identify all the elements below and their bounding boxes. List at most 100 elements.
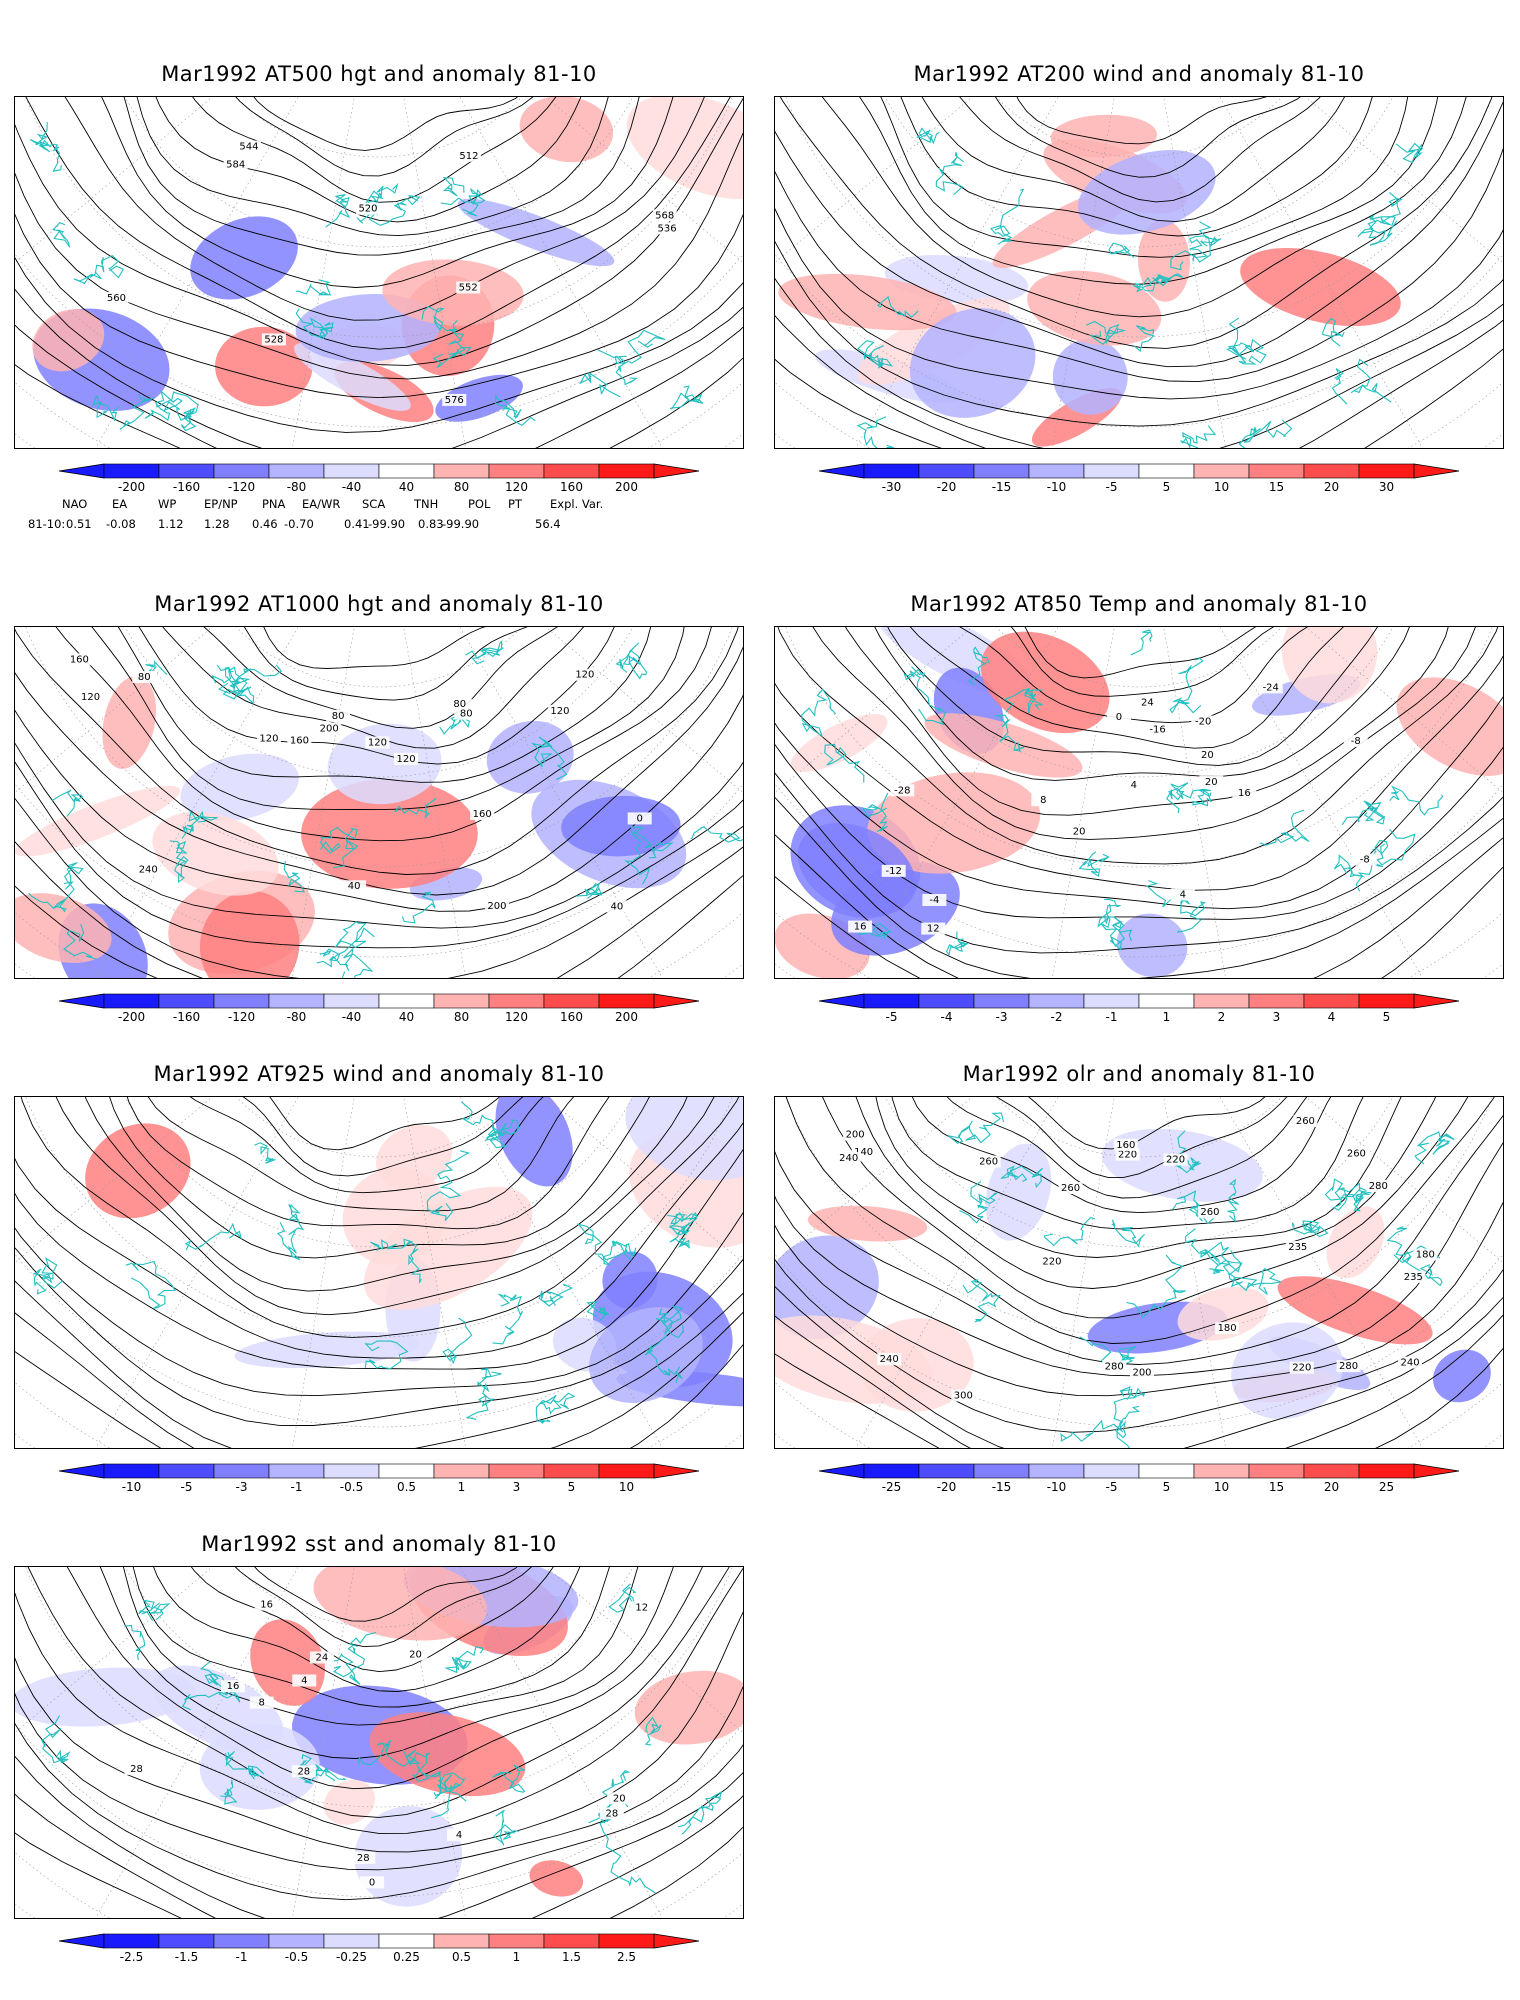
colorbar-segment <box>378 1463 435 1479</box>
contour-label: 220 <box>1042 1257 1061 1268</box>
contour-label: 240 <box>839 1153 858 1164</box>
coastline <box>824 743 865 783</box>
colorbar-segment <box>103 1933 160 1949</box>
coastline <box>484 1119 520 1142</box>
anomaly-area <box>1281 627 1378 704</box>
meridian-line <box>855 1097 1059 1448</box>
contour-label: 16 <box>1238 788 1251 799</box>
anomaly-area <box>529 1860 584 1897</box>
contour-label: 8 <box>259 1698 265 1709</box>
colorbar-segment <box>1138 993 1195 1009</box>
contour-line <box>995 97 1301 178</box>
colorbar-label: -20 <box>936 1480 957 1494</box>
coastline <box>29 121 62 172</box>
anomaly-area <box>1052 338 1128 415</box>
meridian-line <box>855 627 1059 978</box>
coastline <box>181 810 218 839</box>
colorbar-segment <box>598 993 655 1009</box>
colorbar-segment <box>213 993 270 1009</box>
coastline <box>615 642 648 680</box>
coastline <box>1113 1386 1146 1448</box>
coastline <box>465 1367 502 1420</box>
contour-line <box>911 1097 1332 1214</box>
contour-label: 240 <box>1400 1358 1419 1369</box>
colorbar-label: -1 <box>290 1480 303 1494</box>
colorbar-segment <box>543 463 600 479</box>
contour-line <box>900 97 1373 237</box>
contour-line <box>15 646 743 896</box>
contour-line <box>15 694 743 912</box>
latitude-circle <box>884 627 1394 778</box>
colorbar-segment <box>488 463 545 479</box>
contour-label: 40 <box>348 881 361 892</box>
anomaly-area <box>859 1318 974 1412</box>
contour-label: 4 <box>301 1675 307 1686</box>
colorbar-label: 3 <box>512 1480 521 1494</box>
coastline <box>1126 1254 1186 1319</box>
latitude-circle <box>15 253 743 428</box>
contour-line <box>821 97 1467 318</box>
coastline <box>421 306 458 334</box>
contour-label: 20 <box>409 1650 422 1661</box>
meridian-line <box>855 97 1059 448</box>
contour-label: 28 <box>130 1764 143 1775</box>
tele-pt: PT <box>508 497 522 511</box>
contour-line <box>64 97 705 321</box>
coastline <box>225 1750 265 1780</box>
colorbar <box>818 1463 1460 1479</box>
meridian-line <box>403 1567 466 1918</box>
tele-val: 0.46 <box>252 517 278 531</box>
coastline <box>92 395 120 422</box>
anomaly-area <box>457 198 615 267</box>
coastline <box>1170 782 1212 807</box>
contour-line <box>254 1567 518 1622</box>
contour-line <box>1010 627 1275 697</box>
contour-line <box>189 1097 544 1194</box>
colorbar-arrow-left <box>818 1463 865 1479</box>
meridian-line <box>379 627 743 709</box>
latitude-circle <box>775 783 1503 958</box>
contour-label: 120 <box>575 670 594 681</box>
colorbar-label: 200 <box>615 1010 638 1024</box>
contour-label: 120 <box>368 737 387 748</box>
contour-label: 240 <box>880 1354 899 1365</box>
colorbar-segment <box>1193 1463 1250 1479</box>
coastline <box>431 1772 467 1819</box>
colorbar-label: 15 <box>1268 480 1285 494</box>
coastline <box>1000 1165 1044 1189</box>
colorbar-label: -2 <box>1050 1010 1063 1024</box>
coastline <box>119 394 155 430</box>
meridian-line <box>95 627 299 978</box>
colorbar-arrow-left <box>818 993 865 1009</box>
contour-label: 80 <box>460 709 473 720</box>
meridian-line <box>1305 1097 1503 1263</box>
coastline <box>667 1211 699 1236</box>
contour-label: 20 <box>613 1793 626 1804</box>
contour-line <box>822 1097 1469 1319</box>
coastline <box>220 1779 238 1805</box>
colorbar-segment <box>158 1933 215 1949</box>
tele-val: -99.90 <box>368 517 406 531</box>
coastline <box>1078 851 1110 877</box>
contour-label: 235 <box>1288 1242 1307 1253</box>
coastline <box>426 1150 471 1221</box>
contour-label: -16 <box>1149 724 1165 735</box>
anomaly-area <box>1326 1206 1385 1279</box>
colorbar-label: 40 <box>398 1010 415 1024</box>
anomaly-area <box>15 1667 196 1727</box>
meridian-line <box>545 627 743 793</box>
contour-line <box>845 627 1449 816</box>
colorbar <box>58 463 700 479</box>
contour-label: 12 <box>635 1602 648 1613</box>
anomaly-area <box>1027 270 1162 346</box>
coastline <box>1389 785 1444 816</box>
tele-explvar: Expl. Var. <box>550 497 604 511</box>
colorbar-labels: -30 -20 -15 -10 -5 5 10 15 20 30 <box>819 480 1459 496</box>
colorbar-label: 20 <box>1323 480 1340 494</box>
colorbar-label: 20 <box>1323 1480 1340 1494</box>
coastline <box>364 1340 409 1370</box>
coastline <box>1374 828 1416 866</box>
colorbar-label: -1 <box>235 1950 248 1964</box>
colorbar-segment <box>973 1463 1030 1479</box>
coastline <box>1130 629 1153 656</box>
